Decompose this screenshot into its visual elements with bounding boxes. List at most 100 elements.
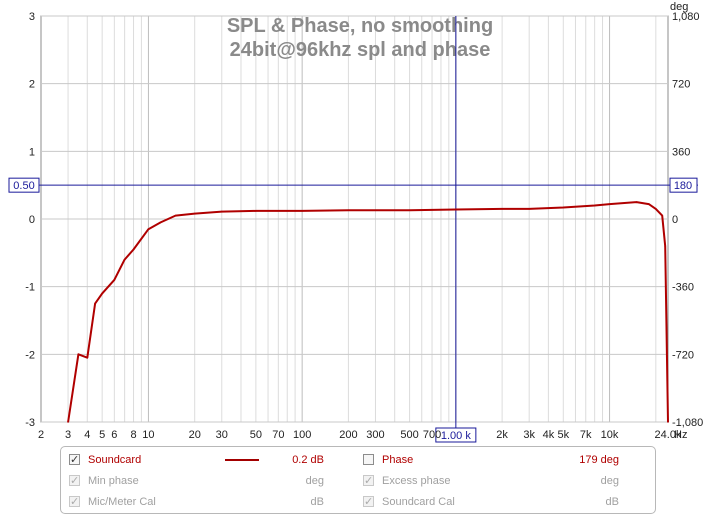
x-tick-label: 2 bbox=[38, 429, 44, 441]
series-point bbox=[94, 302, 96, 305]
x-tick-label: 50 bbox=[250, 429, 262, 441]
legend-row-excess-phase[interactable]: Excess phase deg bbox=[363, 472, 623, 490]
min-phase-checkbox[interactable] bbox=[69, 472, 80, 490]
x-tick-label: 70 bbox=[272, 429, 284, 441]
series-point bbox=[301, 210, 303, 212]
min-phase-label: Min phase bbox=[88, 475, 139, 487]
y-axis-right: 1,080 720 360 0 -360 -720 -1,080 bbox=[672, 11, 703, 429]
series-point bbox=[528, 208, 530, 210]
x-tick-label: 3 bbox=[65, 429, 71, 441]
y2-tick-label: 1,080 bbox=[672, 11, 700, 23]
x-tick-label: 3k bbox=[523, 429, 535, 441]
soundcard-label: Soundcard bbox=[88, 454, 142, 466]
x-tick-label: 300 bbox=[366, 429, 384, 441]
min-phase-value: deg bbox=[305, 475, 324, 487]
x-tick-label: 2k bbox=[496, 429, 508, 441]
x-tick-label: 30 bbox=[216, 429, 228, 441]
phase-checkbox[interactable] bbox=[363, 454, 374, 465]
y-tick-label: -3 bbox=[25, 417, 35, 429]
soundcard-cal-label: Soundcard Cal bbox=[382, 496, 455, 508]
series-point bbox=[132, 248, 135, 251]
legend-row-min-phase[interactable]: Min phase deg bbox=[69, 472, 329, 490]
cursor-y-label-box bbox=[8, 177, 40, 193]
x-tick-label: 10k bbox=[601, 429, 619, 441]
series-point bbox=[159, 221, 162, 224]
x-tick-label: 24.0k bbox=[655, 429, 682, 441]
legend-row-phase[interactable]: Phase 179 deg bbox=[363, 451, 623, 469]
series-point bbox=[113, 279, 116, 281]
series-point bbox=[664, 245, 666, 247]
excess-phase-label: Excess phase bbox=[382, 475, 451, 487]
y2-tick-label: -1,080 bbox=[672, 417, 703, 429]
series-point bbox=[593, 204, 596, 207]
series-group bbox=[67, 201, 669, 423]
series-point bbox=[101, 292, 103, 295]
x-tick-label: 8 bbox=[130, 429, 136, 441]
series-point bbox=[667, 421, 669, 423]
series-point bbox=[455, 208, 457, 211]
x-tick-label: 5k bbox=[557, 429, 569, 441]
phase-value: 179 deg bbox=[579, 454, 619, 466]
series-point bbox=[562, 206, 565, 209]
series-point bbox=[347, 209, 350, 212]
legend-row-soundcard[interactable]: Soundcard 0.2 dB bbox=[69, 451, 329, 469]
x-tick-label: 100 bbox=[293, 429, 311, 441]
cursor-y-label: 0.50 bbox=[13, 180, 34, 192]
y2-tick-label: 0 bbox=[672, 214, 678, 226]
x-tick-label: 4k bbox=[543, 429, 555, 441]
y-tick-label: 3 bbox=[29, 11, 35, 23]
soundcard-cal-checkbox[interactable] bbox=[363, 493, 374, 511]
y2-tick-label: -720 bbox=[672, 349, 694, 361]
series-point bbox=[86, 356, 89, 359]
x-tick-label: 500 bbox=[400, 429, 418, 441]
soundcard-line-swatch bbox=[225, 459, 259, 461]
series-point bbox=[501, 208, 503, 210]
series-point bbox=[77, 353, 80, 356]
y-tick-label: -2 bbox=[25, 349, 35, 361]
y2-tick-label: -360 bbox=[672, 282, 694, 294]
excess-phase-checkbox[interactable] bbox=[363, 472, 374, 490]
cursor-x-label: 1.00 k bbox=[441, 430, 471, 442]
legend-row-mic-meter-cal[interactable]: Mic/Meter Cal dB bbox=[69, 493, 329, 511]
x-tick-label: 200 bbox=[339, 429, 357, 441]
series-point bbox=[255, 210, 257, 212]
gridlines bbox=[41, 15, 668, 423]
series-point bbox=[123, 258, 126, 261]
series-point bbox=[147, 228, 150, 230]
x-tick-label: 700 bbox=[423, 429, 441, 441]
soundcard-checkbox[interactable] bbox=[69, 451, 80, 469]
mic-meter-cal-label: Mic/Meter Cal bbox=[88, 496, 156, 508]
mic-meter-cal-checkbox[interactable] bbox=[69, 493, 80, 511]
y2-tick-label: 360 bbox=[672, 146, 690, 158]
series-point bbox=[661, 214, 663, 217]
x-axis: 2 3 4 5 6 8 10 20 30 50 70 100 200 300 500 700 2k 3k 4k 5k 7… bbox=[38, 429, 682, 441]
series-point bbox=[408, 209, 411, 212]
chart-subtitle: 24bit@96khz spl and phase bbox=[230, 39, 491, 61]
chart-title: SPL & Phase, no smoothing bbox=[227, 15, 493, 37]
series-point bbox=[220, 210, 223, 213]
cursor-y2-label: 180 bbox=[674, 180, 692, 192]
y-axis-left: 3 2 1 0 -1 -2 -3 bbox=[25, 11, 35, 429]
x-tick-label: 10 bbox=[142, 429, 154, 441]
series-point bbox=[635, 201, 638, 203]
x-tick-label: 6 bbox=[111, 429, 117, 441]
phase-label: Phase bbox=[382, 454, 414, 466]
chart-area[interactable]: SPL & Phase, no smoothing 24bit@96khz sp… bbox=[0, 0, 719, 446]
x-tick-label: 7k bbox=[580, 429, 592, 441]
soundcard-cal-value: dB bbox=[605, 496, 619, 508]
x-unit-label: Hz bbox=[674, 429, 687, 441]
x-tick-label: 4 bbox=[84, 429, 90, 441]
series-point bbox=[647, 203, 650, 205]
soundcard-value: 0.2 dB bbox=[292, 454, 324, 466]
legend-panel: Soundcard 0.2 dB Min phase deg Mic/Meter… bbox=[60, 446, 656, 514]
y-tick-label: 0 bbox=[29, 214, 35, 226]
series-point bbox=[655, 208, 657, 210]
y-tick-label: 1 bbox=[29, 146, 35, 158]
series-point bbox=[608, 203, 611, 205]
legend-row-soundcard-cal[interactable]: Soundcard Cal dB bbox=[363, 493, 623, 511]
cursor-y2-label-box bbox=[669, 177, 698, 193]
y2-tick-label: 720 bbox=[672, 79, 690, 91]
y2-unit-label: deg bbox=[670, 1, 688, 13]
series-point bbox=[67, 421, 69, 423]
